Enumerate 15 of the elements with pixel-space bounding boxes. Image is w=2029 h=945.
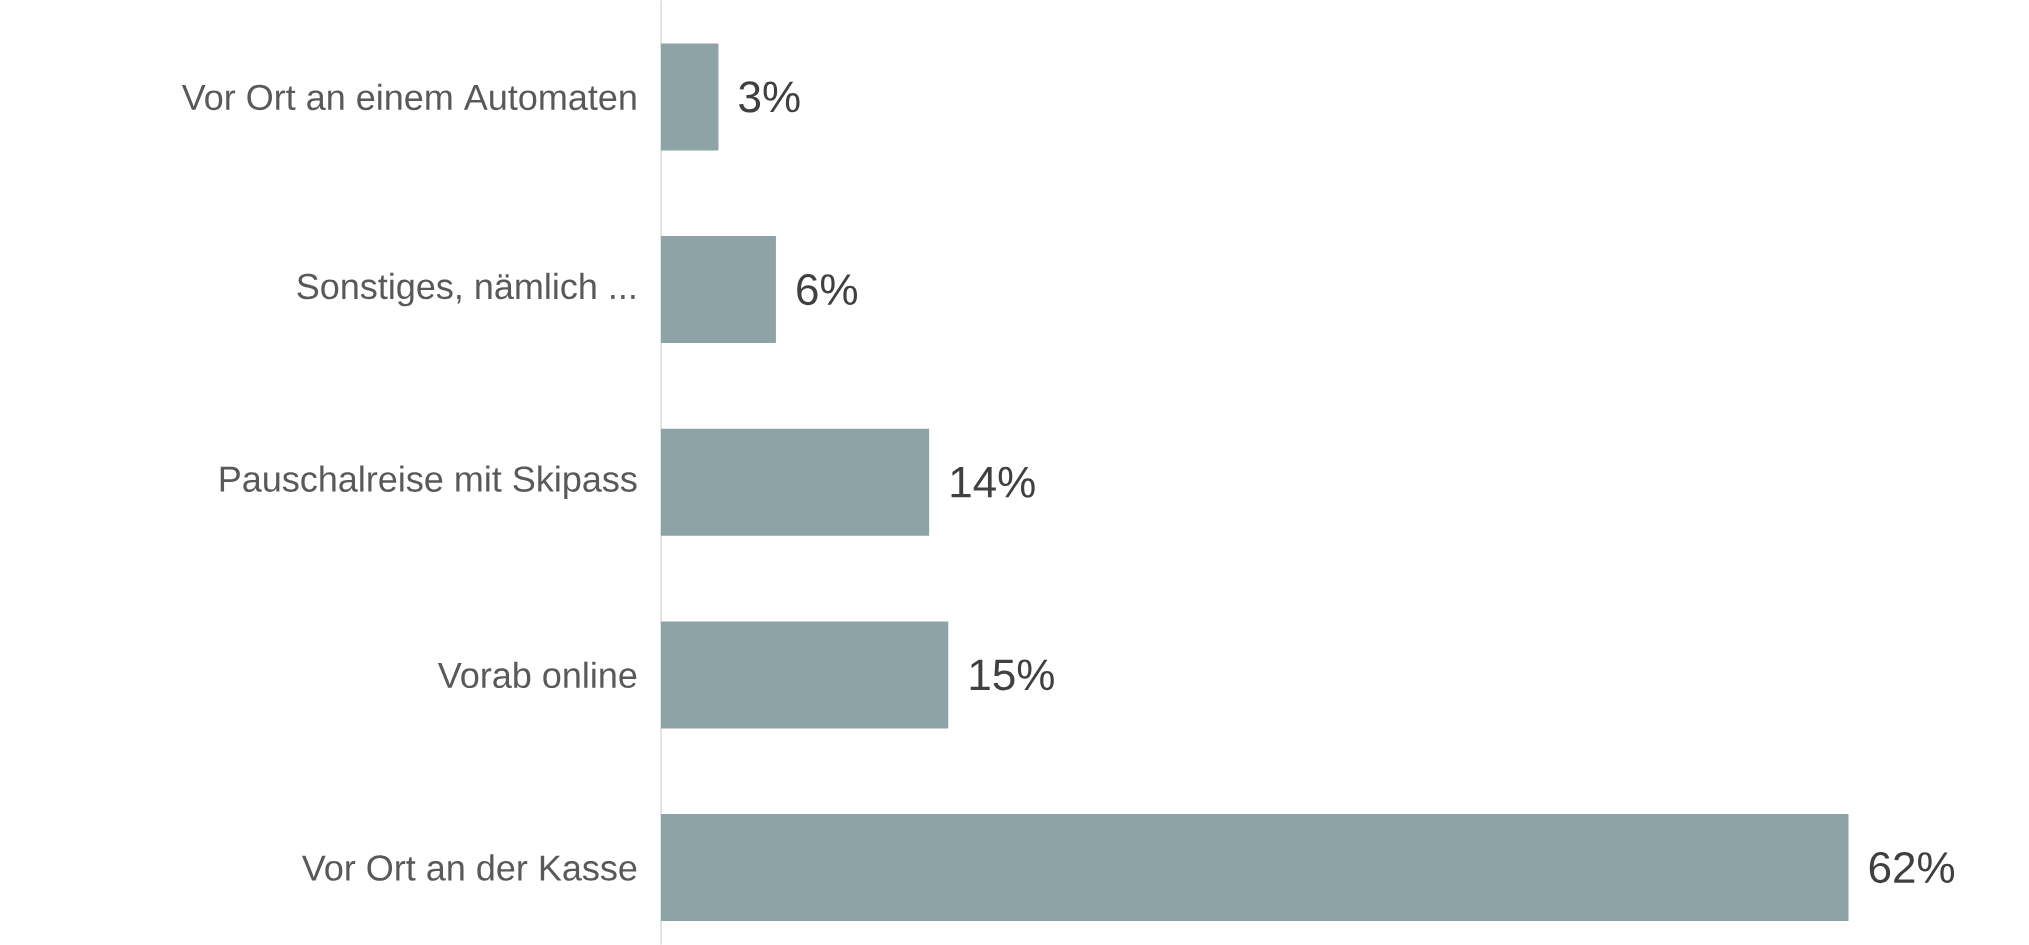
bar [661, 43, 719, 151]
data-label: 3% [739, 81, 800, 113]
y-tick-label: Vor Ort an der Kasse [301, 854, 637, 881]
y-tick-label: Vorab online [437, 661, 637, 688]
bar [661, 235, 776, 343]
bar [661, 428, 930, 536]
data-label: 6% [797, 273, 857, 306]
y-tick-label: Sonstiges, nämlich ... [297, 272, 635, 307]
y-tick-label: Vor Ort an einem Automaten [181, 83, 636, 111]
bar [661, 813, 1849, 921]
y-tick-label: Pauschalreise mit Skipass [220, 465, 637, 499]
data-label: 62% [1869, 851, 1955, 884]
bar [661, 621, 949, 729]
data-label: 14% [951, 466, 1035, 498]
data-label: 15% [970, 659, 1054, 691]
